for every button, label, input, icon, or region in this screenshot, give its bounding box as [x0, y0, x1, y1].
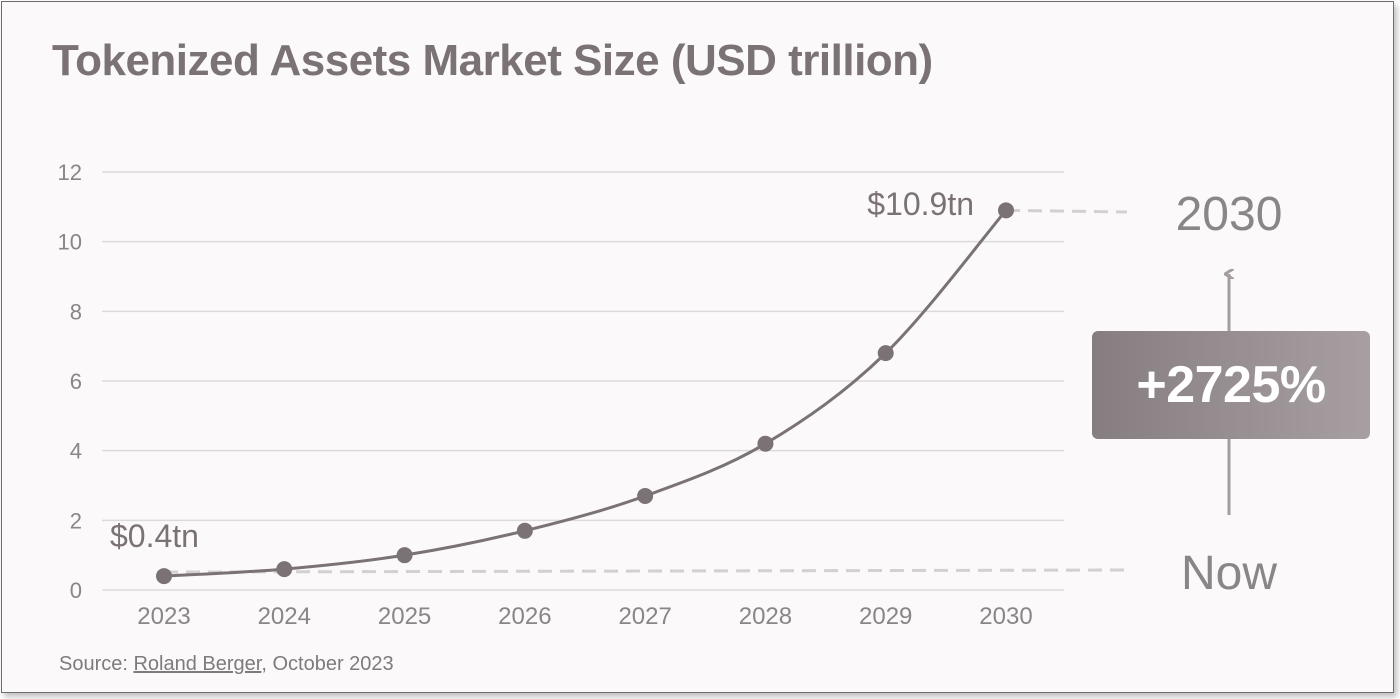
series-line [163, 209, 1008, 578]
data-labels: $0.4tn $10.9tn [110, 186, 974, 554]
y-tick-label-4: 4 [70, 439, 82, 464]
data-point-2026 [516, 522, 533, 539]
growth-badge-text: +2725% [1136, 356, 1326, 414]
series-line-group [163, 209, 1008, 578]
data-point-2027 [637, 487, 654, 504]
x-tick-label-2024: 2024 [258, 603, 311, 630]
x-axis-ticks: 2023 2024 2025 2026 2027 2028 2029 2030 [137, 603, 1032, 630]
source-prefix: Source: [59, 653, 134, 675]
x-tick-label-2028: 2028 [739, 603, 792, 630]
data-point-2024 [276, 561, 293, 578]
annotation-2030: 2030 [1176, 188, 1283, 241]
data-point-2028 [757, 435, 774, 452]
x-tick-label-2025: 2025 [378, 603, 431, 630]
x-tick-label-2030: 2030 [979, 603, 1032, 630]
annotation-now: Now [1181, 547, 1277, 600]
source-link[interactable]: Roland Berger [133, 653, 262, 675]
y-tick-label-6: 6 [70, 369, 82, 394]
data-point-2030 [998, 202, 1014, 219]
x-tick-label-2026: 2026 [498, 603, 551, 630]
data-point-2023 [156, 568, 172, 585]
y-tick-label-8: 8 [70, 299, 82, 324]
x-tick-label-2023: 2023 [137, 603, 190, 630]
dash-top [1005, 208, 1128, 214]
data-point-2029 [877, 345, 894, 362]
data-point-2025 [396, 547, 413, 564]
growth-badge: +2725% [1092, 331, 1370, 439]
source-suffix: , October 2023 [261, 653, 394, 675]
y-tick-label-0: 0 [70, 578, 82, 603]
x-tick-label-2029: 2029 [859, 603, 912, 630]
x-tick-label-2027: 2027 [618, 603, 671, 630]
data-points [156, 202, 1014, 585]
chart-title: Tokenized Assets Market Size (USD trilli… [52, 36, 933, 85]
label-end-value: $10.9tn [867, 186, 974, 222]
label-start-value: $0.4tn [110, 518, 199, 554]
y-tick-label-10: 10 [58, 230, 82, 255]
reference-dashes [163, 208, 1128, 574]
dash-bottom [163, 568, 1128, 574]
y-tick-label-2: 2 [70, 508, 82, 533]
y-axis-ticks: 0 2 4 6 8 10 12 [58, 160, 82, 603]
y-tick-label-12: 12 [58, 160, 82, 185]
growth-annotation: 2030 Now [1176, 188, 1283, 600]
source-note: Source: Roland Berger, October 2023 [59, 653, 394, 676]
gridlines [102, 171, 1064, 591]
